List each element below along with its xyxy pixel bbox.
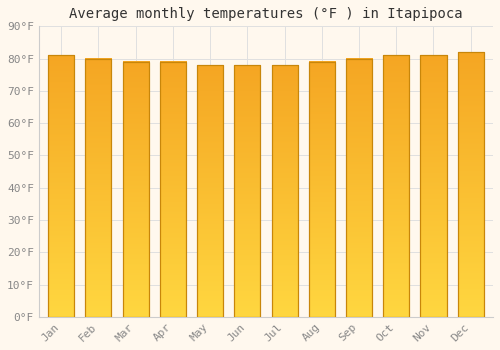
Bar [160,62,186,317]
Bar [86,58,112,317]
Bar [420,55,446,317]
Title: Average monthly temperatures (°F ) in Itapipoca: Average monthly temperatures (°F ) in It… [69,7,462,21]
Bar [383,55,409,317]
Bar [234,65,260,317]
Bar [346,58,372,317]
Bar [272,65,297,317]
Bar [308,62,335,317]
Bar [458,52,483,317]
Bar [48,55,74,317]
Bar [197,65,223,317]
Bar [122,62,148,317]
